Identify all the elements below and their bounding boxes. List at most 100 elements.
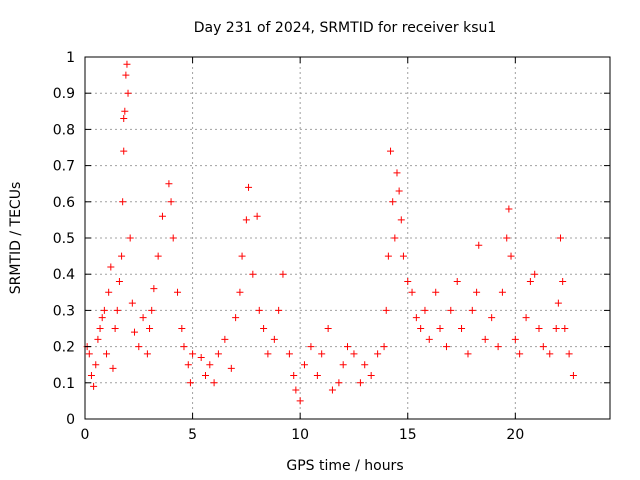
data-point <box>374 350 382 358</box>
data-point <box>154 252 162 260</box>
data-point <box>242 216 250 224</box>
data-point <box>552 325 560 332</box>
data-point <box>569 372 577 380</box>
y-tick-label: 0.8 <box>53 122 75 138</box>
data-point <box>201 372 209 380</box>
data-point <box>146 325 154 332</box>
x-tick-label: 5 <box>188 427 197 443</box>
data-point <box>92 361 100 369</box>
data-point <box>535 325 543 332</box>
data-point <box>300 361 308 369</box>
data-point <box>148 306 156 314</box>
data-point <box>425 335 433 343</box>
data-point <box>275 306 283 314</box>
data-point <box>539 343 547 351</box>
data-point <box>361 361 369 369</box>
data-point <box>227 364 235 372</box>
data-point <box>344 343 351 351</box>
data-point <box>111 325 119 332</box>
y-tick-label: 0.7 <box>53 159 75 175</box>
x-tick-label: 15 <box>399 427 417 443</box>
data-point <box>128 299 136 307</box>
data-point <box>180 343 188 351</box>
data-point <box>296 397 304 405</box>
data-point <box>103 350 111 358</box>
data-point <box>453 277 461 285</box>
data-point <box>107 263 115 271</box>
data-point <box>264 350 272 358</box>
data-point <box>395 187 403 195</box>
data-point <box>436 325 444 332</box>
axis-ticks <box>84 56 610 420</box>
y-tick-label: 0.5 <box>53 231 75 247</box>
data-point <box>505 205 513 213</box>
data-point <box>475 241 483 249</box>
grid-lines <box>85 57 610 419</box>
data-point <box>184 361 192 369</box>
data-point <box>96 325 104 332</box>
y-tick-label: 0.6 <box>53 195 75 211</box>
data-point <box>249 270 257 278</box>
data-point <box>130 328 138 336</box>
data-point <box>118 252 126 260</box>
data-point <box>238 252 246 260</box>
data-point <box>165 180 173 188</box>
data-point <box>119 198 127 206</box>
data-point <box>206 361 214 369</box>
y-tick-label: 0.9 <box>53 86 75 102</box>
data-point <box>292 386 300 394</box>
data-point <box>557 234 565 242</box>
data-point <box>186 379 194 387</box>
data-point <box>488 314 496 322</box>
data-point <box>404 277 412 285</box>
data-point <box>565 350 573 358</box>
data-point <box>279 270 287 278</box>
data-point <box>285 350 293 358</box>
data-point <box>307 343 315 351</box>
data-point <box>197 353 205 361</box>
data-point <box>561 325 569 332</box>
data-point <box>167 198 175 206</box>
data-point <box>120 147 128 155</box>
data-point <box>554 299 562 307</box>
data-point <box>123 60 131 68</box>
data-point <box>335 379 343 387</box>
data-point <box>397 216 405 224</box>
data-point <box>158 212 166 220</box>
x-axis-label: GPS time / hours <box>286 458 403 474</box>
data-point <box>367 372 375 380</box>
y-tick-label: 0.2 <box>53 340 75 356</box>
data-point <box>458 325 466 332</box>
data-point <box>270 335 278 343</box>
y-tick-label: 0.1 <box>53 376 75 392</box>
data-point <box>339 361 347 369</box>
y-tick-label: 0.3 <box>53 303 75 319</box>
data-point <box>387 147 395 155</box>
data-point <box>90 382 98 390</box>
data-point <box>408 288 416 296</box>
data-point <box>522 314 530 322</box>
data-point <box>143 350 151 358</box>
data-point <box>189 350 197 358</box>
data-point <box>109 364 117 372</box>
data-point <box>432 288 440 296</box>
data-point <box>468 306 476 314</box>
data-point <box>507 252 515 260</box>
data-point <box>210 379 218 387</box>
data-point <box>260 325 268 332</box>
data-point <box>417 325 425 332</box>
data-point <box>382 306 390 314</box>
data-point <box>121 107 129 115</box>
data-point <box>399 252 407 260</box>
data-point <box>498 288 506 296</box>
data-point <box>100 306 108 314</box>
data-point <box>178 325 186 332</box>
data-point <box>412 314 420 322</box>
data-point <box>559 277 567 285</box>
data-point <box>253 212 261 220</box>
data-point <box>313 372 321 380</box>
data-point <box>135 343 143 351</box>
data-point <box>232 314 240 322</box>
data-point <box>531 270 539 278</box>
data-point <box>328 386 336 394</box>
